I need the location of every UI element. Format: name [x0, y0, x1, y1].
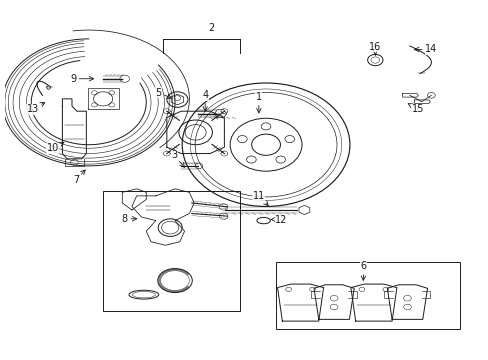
Text: 15: 15	[407, 104, 423, 114]
Text: 9: 9	[70, 74, 94, 84]
Text: 3: 3	[171, 150, 184, 167]
Text: 1: 1	[255, 92, 262, 113]
Text: 7: 7	[73, 170, 85, 185]
Text: 8: 8	[122, 214, 137, 224]
Text: 12: 12	[271, 215, 287, 225]
Bar	[275, 262, 459, 329]
Text: 14: 14	[414, 45, 437, 54]
Text: 11: 11	[252, 191, 268, 206]
Text: 2: 2	[207, 23, 214, 33]
Text: 5: 5	[155, 87, 171, 98]
Text: 4: 4	[202, 90, 208, 111]
Text: 6: 6	[360, 261, 366, 280]
Bar	[103, 190, 239, 311]
Text: 10: 10	[46, 142, 64, 153]
Text: 13: 13	[26, 103, 45, 114]
Text: 16: 16	[368, 42, 381, 55]
